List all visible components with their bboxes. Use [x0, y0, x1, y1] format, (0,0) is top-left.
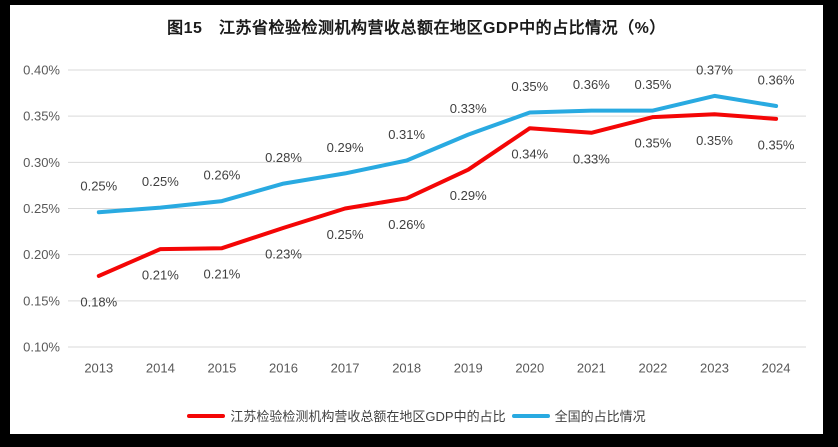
- data-point-label: 0.29%: [450, 188, 487, 203]
- data-point-label: 0.36%: [573, 77, 610, 92]
- data-point-label: 0.31%: [388, 127, 425, 142]
- x-axis-tick-label: 2022: [638, 361, 667, 376]
- series-line-national: [96, 93, 779, 215]
- y-axis-tick-label: 0.15%: [23, 293, 60, 308]
- x-axis-tick-label: 2023: [700, 361, 729, 376]
- x-axis-tick-label: 2013: [84, 361, 113, 376]
- legend-item-national: 全国的占比情况: [511, 406, 646, 425]
- x-axis-tick-label: 2017: [331, 361, 360, 376]
- series-line-jiangsu: [96, 112, 779, 278]
- y-axis-tick-label: 0.25%: [23, 201, 60, 216]
- chart-panel: 图15 江苏省检验检测机构营收总额在地区GDP中的占比情况（%） 0.40% 0.…: [10, 5, 823, 434]
- chart-title: 图15 江苏省检验检测机构营收总额在地区GDP中的占比情况（%）: [167, 20, 666, 37]
- legend-label-jiangsu: 江苏检验检测机构营收总额在地区GDP中的占比: [230, 409, 506, 424]
- data-point-label: 0.29%: [327, 140, 364, 155]
- data-point-label: 0.35%: [634, 136, 671, 151]
- y-axis-tick-label: 0.40%: [23, 63, 60, 78]
- x-axis-tick-label: 2024: [762, 361, 791, 376]
- y-axis-tick-label: 0.35%: [23, 109, 60, 124]
- data-point-label: 0.26%: [204, 168, 241, 183]
- data-point-label: 0.37%: [696, 62, 733, 77]
- data-point-label: 0.25%: [80, 179, 117, 194]
- data-point-label: 0.28%: [265, 150, 302, 165]
- legend-swatch-jiangsu-line: [187, 413, 226, 418]
- data-point-label: 0.34%: [511, 147, 548, 162]
- data-point-label: 0.36%: [758, 73, 795, 88]
- x-axis-tick-label: 2018: [392, 361, 421, 376]
- x-axis-tick-label: 2016: [269, 361, 298, 376]
- data-point-label: 0.21%: [204, 267, 241, 282]
- y-axis-tick-label: 0.20%: [23, 247, 60, 262]
- data-point-label: 0.35%: [511, 79, 548, 94]
- legend-label-national: 全国的占比情况: [554, 409, 646, 424]
- data-point-label: 0.25%: [327, 227, 364, 242]
- legend-item-jiangsu: 江苏检验检测机构营收总额在地区GDP中的占比: [187, 406, 506, 425]
- legend-swatch-national-line: [511, 413, 550, 418]
- x-axis-tick-label: 2019: [454, 361, 483, 376]
- data-point-label: 0.23%: [265, 246, 302, 261]
- x-axis-tick-label: 2020: [515, 361, 544, 376]
- data-point-label: 0.26%: [388, 217, 425, 232]
- data-point-label: 0.21%: [142, 268, 179, 283]
- y-axis-tick-label: 0.30%: [23, 155, 60, 170]
- data-point-label: 0.35%: [758, 137, 795, 152]
- line-chart-canvas: 0.40% 0.35% 0.30% 0.25% 0.20% 0.15% 0.10% 2013 2…: [23, 62, 806, 376]
- data-point-label: 0.35%: [634, 77, 671, 92]
- legend: 江苏检验检测机构营收总额在地区GDP中的占比 全国的占比情况: [10, 406, 823, 425]
- data-point-label: 0.33%: [573, 151, 610, 166]
- y-axis-tick-label: 0.10%: [23, 340, 60, 355]
- data-point-label: 0.25%: [142, 174, 179, 189]
- data-point-label: 0.18%: [80, 294, 117, 309]
- x-axis-tick-label: 2021: [577, 361, 606, 376]
- x-axis-tick-label: 2014: [146, 361, 175, 376]
- x-axis-tick-label: 2015: [207, 361, 236, 376]
- data-point-label: 0.35%: [696, 133, 733, 148]
- data-point-label: 0.33%: [450, 101, 487, 116]
